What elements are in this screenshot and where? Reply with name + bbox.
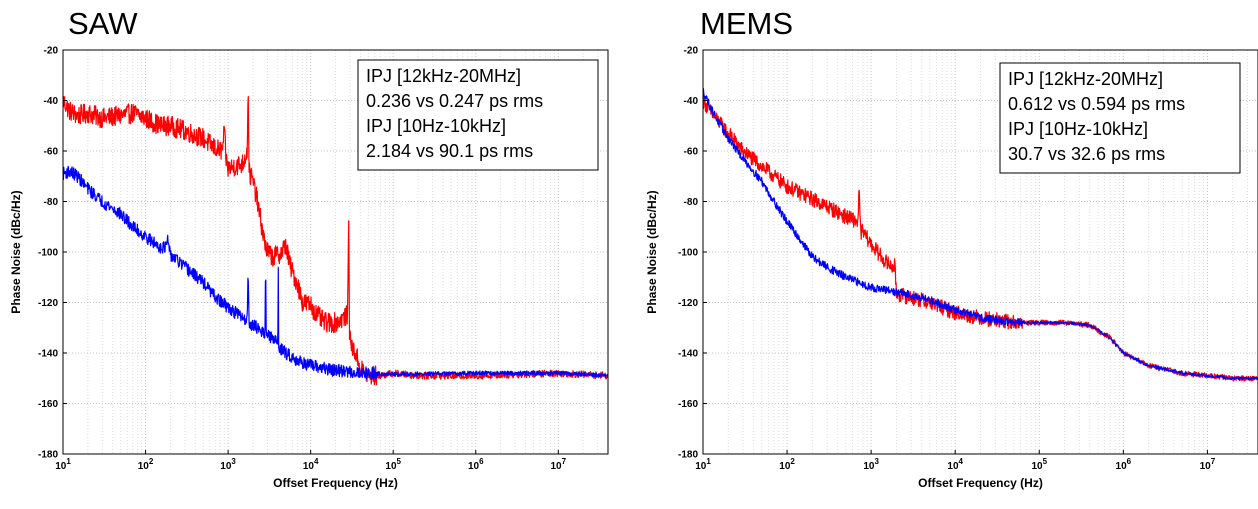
mems-y-axis-label: Phase Noise (dBc/Hz) <box>645 190 659 313</box>
saw-x-tick-label: 104 <box>303 457 319 472</box>
saw-annotation-line: IPJ [12kHz-20MHz] <box>366 66 521 86</box>
mems-x-tick-label: 107 <box>1200 457 1216 472</box>
mems-x-tick-label: 103 <box>863 457 879 472</box>
saw-x-axis-label: Offset Frequency (Hz) <box>273 476 398 490</box>
mems-annotation-line: 0.612 vs 0.594 ps rms <box>1008 94 1185 114</box>
mems-y-tick-label: -120 <box>678 298 698 309</box>
mems-x-tick-label: 105 <box>1031 457 1047 472</box>
saw-x-tick-label: 101 <box>55 457 71 472</box>
saw-chart-title: SAW <box>68 6 138 41</box>
saw-annotation-box <box>357 59 599 171</box>
mems-y-tick-label: -60 <box>684 147 699 158</box>
saw-x-tick-label: 106 <box>468 457 484 472</box>
mems-series-blue <box>702 87 1258 381</box>
mems-y-tick-label: -180 <box>678 450 698 461</box>
saw-y-tick-label: -60 <box>44 147 59 158</box>
mems-y-tick-label: -160 <box>678 399 698 410</box>
saw-y-tick-label: -80 <box>44 197 59 208</box>
saw-x-tick-label: 105 <box>385 457 401 472</box>
saw-y-tick-label: -180 <box>38 450 58 461</box>
mems-x-tick-label: 102 <box>779 457 795 472</box>
saw-y-axis-label: Phase Noise (dBc/Hz) <box>9 190 23 313</box>
saw-y-tick-label: -20 <box>44 46 59 57</box>
mems-y-tick-label: -20 <box>684 46 699 57</box>
saw-x-tick-label: 103 <box>220 457 236 472</box>
saw-y-tick-label: -40 <box>44 96 59 107</box>
saw-y-tick-label: -160 <box>38 399 58 410</box>
saw-y-tick-label: -120 <box>38 298 58 309</box>
mems-annotation-line: IPJ [12kHz-20MHz] <box>1008 69 1163 89</box>
mems-chart-title: MEMS <box>700 6 793 41</box>
mems-panel: MEMS -20 -40 -60 -80 -100 -120 -140 -160 -180 101… <box>640 0 1258 504</box>
saw-series-blue <box>62 165 609 380</box>
saw-x-tick-label: 102 <box>138 457 154 472</box>
saw-annotation-line: 0.236 vs 0.247 ps rms <box>366 91 543 111</box>
saw-panel: SAW -20 -40 -60 -80 -100 -120 -140 -160 -180 101 1… <box>0 0 620 504</box>
mems-x-tick-label: 101 <box>695 457 711 472</box>
mems-x-tick-label: 106 <box>1116 457 1132 472</box>
saw-x-tick-label: 107 <box>551 457 567 472</box>
mems-y-tick-label: -40 <box>684 96 699 107</box>
mems-annotation-line: IPJ [10Hz-10kHz] <box>1008 119 1148 139</box>
saw-annotation-line: 2.184 vs 90.1 ps rms <box>366 141 533 161</box>
mems-y-tick-label: -140 <box>678 349 698 360</box>
mems-annotation-box <box>999 62 1241 174</box>
mems-x-tick-label: 104 <box>947 457 963 472</box>
saw-y-tick-label: -140 <box>38 349 58 360</box>
mems-x-axis-label: Offset Frequency (Hz) <box>918 476 1043 490</box>
mems-y-tick-label: -80 <box>684 197 699 208</box>
mems-y-tick-label: -100 <box>678 248 698 259</box>
mems-annotation-line: 30.7 vs 32.6 ps rms <box>1008 144 1165 164</box>
saw-y-tick-label: -100 <box>38 248 58 259</box>
saw-annotation-line: IPJ [10Hz-10kHz] <box>366 116 506 136</box>
